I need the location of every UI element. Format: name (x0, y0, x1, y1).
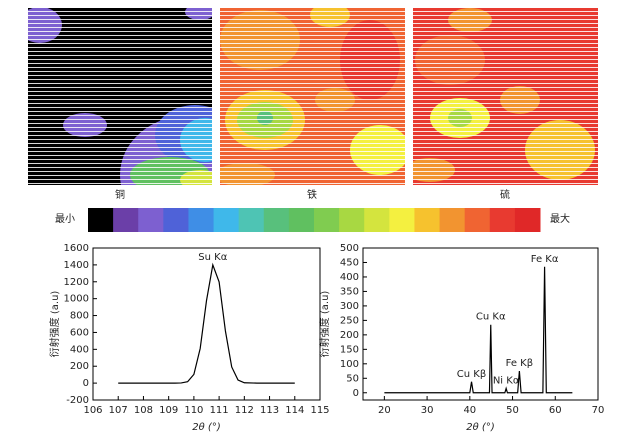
map-label: 铜 (115, 189, 125, 201)
y-tick-label: -200 (66, 395, 89, 406)
y-tick-label: 500 (340, 243, 359, 254)
y-tick-label: 1400 (64, 260, 89, 271)
map-label: 铁 (307, 188, 317, 201)
y-tick-label: 1000 (64, 294, 89, 305)
peak-label: Su Kα (198, 252, 227, 263)
y-tick-label: 100 (340, 359, 359, 370)
peak-label: Cu Kα (476, 312, 506, 323)
y-axis-label: 衍射强度 (a.u) (48, 291, 61, 358)
y-tick-label: 600 (70, 327, 89, 338)
x-tick-label: 115 (310, 405, 329, 416)
x-tick-label: 110 (184, 405, 203, 416)
data-line (384, 266, 573, 394)
colorbar-swatch (138, 208, 164, 232)
colorbar-swatch (238, 208, 265, 232)
stripes (220, 8, 405, 185)
colorbar-swatch (489, 208, 516, 232)
x-axis-label: 2θ (°) (192, 422, 220, 433)
x-tick-label: 107 (109, 405, 128, 416)
plot-frame (362, 247, 599, 401)
x-tick-label: 109 (159, 405, 178, 416)
y-tick-label: 50 (346, 373, 359, 384)
x-tick-label: 20 (378, 405, 391, 416)
colorbar-swatch (364, 208, 390, 232)
plot-frame (92, 247, 321, 401)
colorbar-min: 最小 (55, 213, 75, 225)
colorbar-swatch (263, 208, 290, 232)
colorbar-swatch (213, 208, 240, 232)
y-tick-label: 250 (340, 315, 359, 326)
y-tick-label: 300 (340, 301, 359, 312)
x-tick-label: 30 (421, 405, 434, 416)
y-tick-label: 450 (340, 257, 359, 268)
colorbar-swatch (464, 208, 491, 232)
colorbar-swatch (339, 208, 365, 232)
map-label: 硫 (500, 188, 510, 201)
peak-label: Fe Kα (531, 254, 559, 265)
y-tick-label: 0 (83, 378, 89, 389)
colorbar (88, 208, 541, 232)
x-axis-label: 2θ (°) (466, 422, 494, 433)
y-tick-label: 350 (340, 286, 359, 297)
colorbar-swatch (314, 208, 340, 232)
y-tick-label: 0 (353, 388, 359, 399)
stripes (413, 8, 598, 185)
x-tick-label: 112 (235, 405, 254, 416)
x-tick-label: 50 (506, 405, 519, 416)
y-tick-label: 1200 (64, 277, 89, 288)
x-tick-label: 114 (285, 405, 304, 416)
y-tick-label: 400 (340, 272, 359, 283)
y-tick-label: 200 (70, 361, 89, 372)
peak-label: Ni Kα (493, 375, 520, 386)
colorbar-max: 最大 (550, 212, 570, 225)
colorbar-swatch (188, 208, 215, 232)
x-tick-label: 108 (134, 405, 153, 416)
colorbar-swatch (288, 208, 315, 232)
y-tick-label: 200 (340, 330, 359, 341)
colorbar-swatch (439, 208, 466, 232)
colorbar-swatch (113, 208, 139, 232)
x-tick-label: 40 (463, 405, 476, 416)
y-tick-label: 800 (70, 311, 89, 322)
colorbar-swatch (389, 208, 415, 232)
x-tick-label: 60 (549, 405, 562, 416)
colorbar-swatch (414, 208, 441, 232)
y-tick-label: 150 (340, 344, 359, 355)
peak-label: Fe Kβ (506, 358, 533, 369)
x-tick-label: 106 (83, 405, 102, 416)
peak-label: Cu Kβ (457, 369, 486, 380)
data-line (118, 262, 295, 384)
x-tick-label: 70 (592, 405, 605, 416)
y-tick-label: 400 (70, 344, 89, 355)
colorbar-swatch (163, 208, 189, 232)
y-axis-label: 衍射强度 (a.u) (318, 291, 331, 358)
colorbar-swatch (514, 208, 541, 232)
colorbar-swatch (88, 208, 114, 232)
x-tick-label: 111 (210, 405, 229, 416)
y-tick-label: 1600 (64, 243, 89, 254)
x-tick-label: 113 (260, 405, 279, 416)
stripes (28, 8, 212, 185)
